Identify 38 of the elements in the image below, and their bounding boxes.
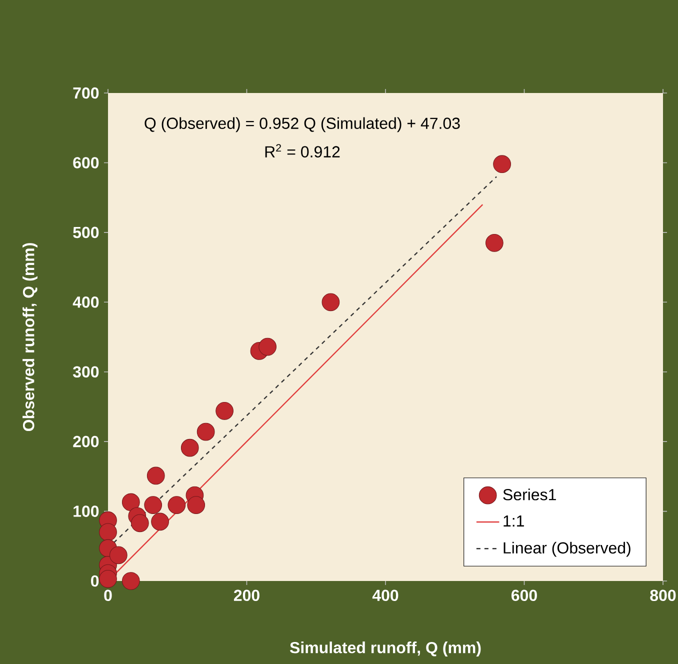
x-axis-title: Simulated runoff, Q (mm) — [290, 642, 481, 656]
y-tick-label: 100 — [74, 506, 99, 517]
point — [258, 338, 276, 356]
x-tick-label: 800 — [650, 590, 676, 602]
y-tick-label: 0 — [91, 575, 99, 587]
y-tick-label: 500 — [73, 226, 99, 238]
point — [99, 523, 117, 542]
point — [322, 293, 340, 312]
point — [187, 496, 206, 514]
point — [216, 402, 234, 420]
point — [99, 570, 117, 588]
legend-label: Linear (Observed) — [504, 542, 630, 557]
y-axis-title: Observed runoff, Q (mm) — [22, 243, 38, 432]
x-tick-label: 0 — [104, 590, 112, 602]
point — [144, 496, 162, 514]
point — [180, 438, 199, 457]
x-tick-label: 400 — [372, 590, 398, 602]
point — [151, 512, 169, 531]
x-tick-label: 600 — [511, 590, 537, 602]
point — [168, 496, 186, 514]
y-tick-label: 200 — [73, 436, 99, 448]
y-tick-label: 700 — [73, 87, 99, 99]
point — [196, 422, 215, 441]
legend-label: 1:1 — [504, 516, 524, 526]
point — [146, 466, 165, 485]
y-tick-label: 300 — [72, 366, 99, 378]
point — [493, 155, 511, 174]
y-tick-label: 600 — [73, 157, 99, 168]
y-tick-label: 400 — [72, 296, 99, 308]
point — [485, 234, 504, 252]
point — [122, 572, 140, 590]
legend-label: Series1 — [503, 488, 556, 500]
point — [109, 546, 128, 564]
annotation: R$^{2}$ = 0.912 — [265, 144, 340, 158]
point — [130, 514, 149, 532]
x-tick-label: 200 — [234, 590, 260, 602]
point — [122, 493, 140, 512]
annotation: Q (Observed) = 0.952 Q (Simulated) + 47.03 — [144, 117, 460, 132]
